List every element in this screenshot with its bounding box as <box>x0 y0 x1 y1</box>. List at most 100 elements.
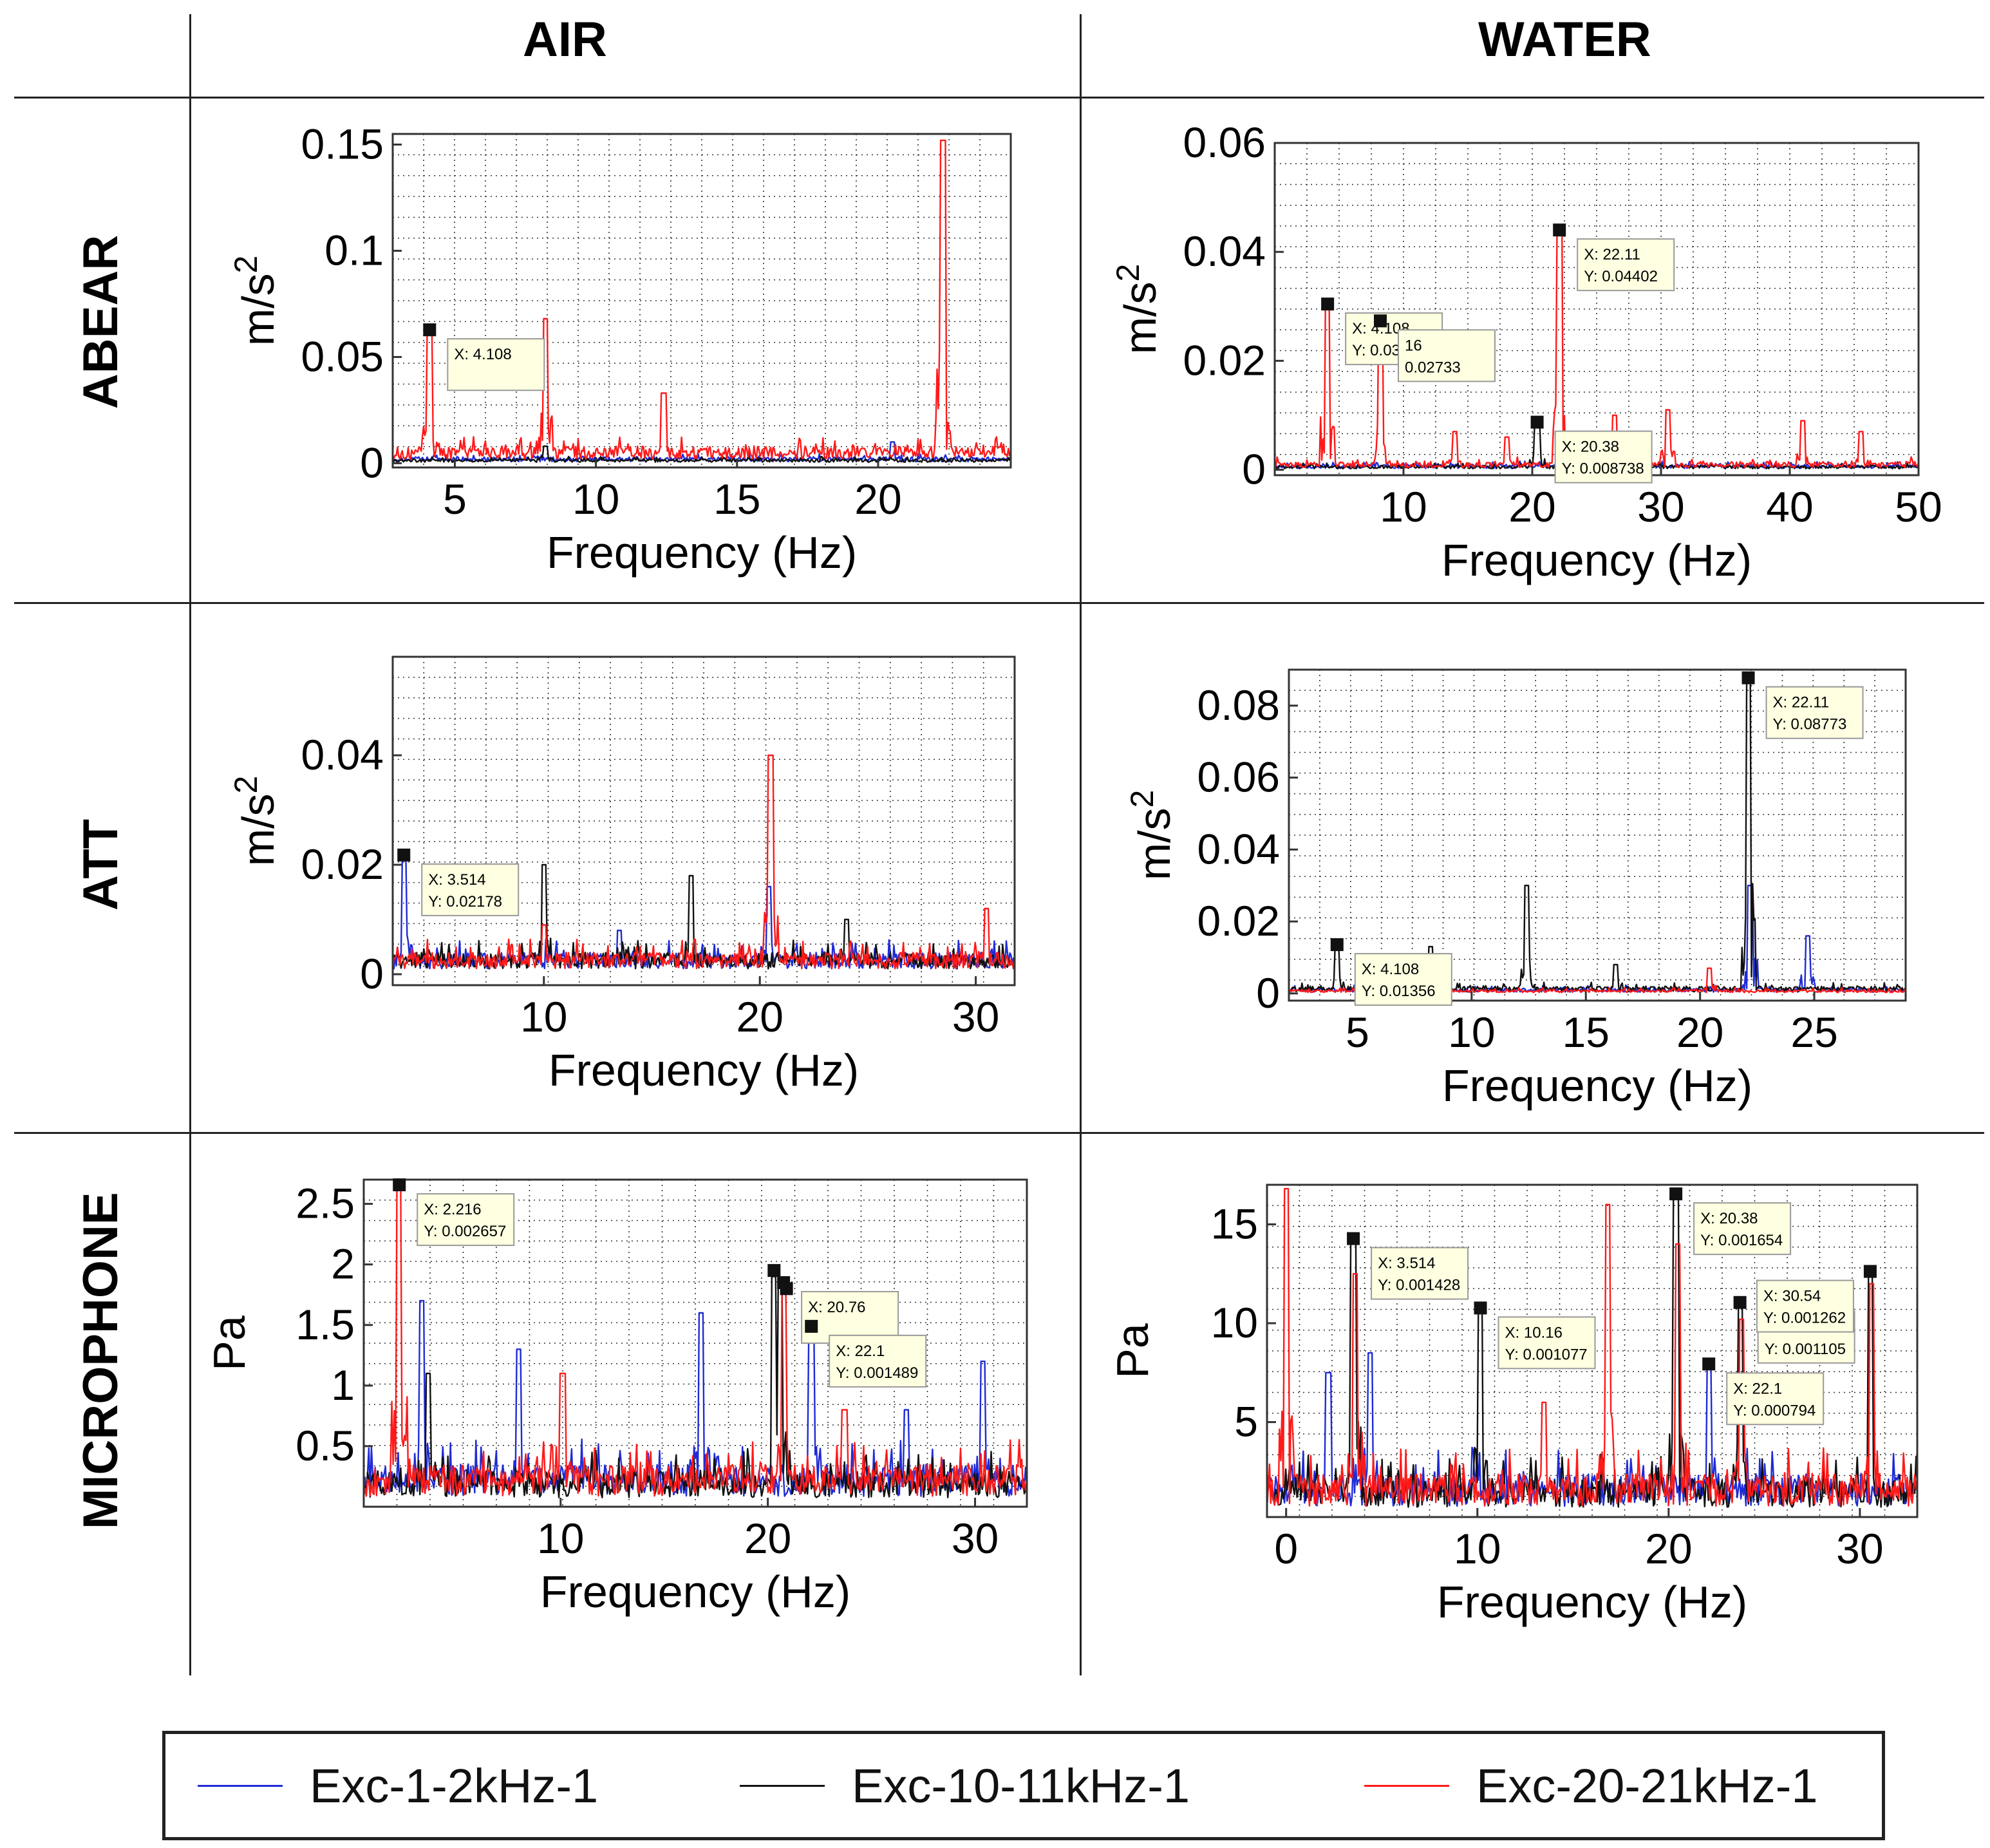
axes-frame <box>1288 668 1907 1002</box>
datatip-x: X: 22.11 <box>1773 694 1830 712</box>
datatip-x: X: 2.216 <box>424 1201 481 1218</box>
y-tick-label: 0.06 <box>1183 118 1266 166</box>
x-axis-label: Frequency (Hz) <box>549 1045 859 1095</box>
x-tick-label: 40 <box>1766 483 1813 531</box>
datatip-marker <box>1702 1357 1716 1371</box>
x-tick-label: 10 <box>1380 483 1427 531</box>
chart-mic-air: 10 20 30 0.5 1 1.5 2 2.5 Frequency (Hz) Pa X: 2.21… <box>204 1178 1028 1617</box>
series-black-trace <box>392 445 1011 463</box>
y-tick-label: 0.06 <box>1197 753 1280 801</box>
y-axis-label: m/s2 <box>228 256 283 346</box>
datatip-y: Y: 0.01356 <box>1362 983 1436 1000</box>
x-tick-label: 20 <box>1645 1525 1692 1572</box>
y-tick-label: 0 <box>1256 969 1280 1017</box>
chart-abear-air: 5 10 15 20 0 0.05 0.1 0.15 Frequency (Hz) m/s2 X: … <box>228 120 1012 578</box>
y-tick-label: 0.05 <box>301 332 384 380</box>
x-axis-label: Frequency (Hz) <box>1441 535 1752 585</box>
column-divider <box>1080 14 1082 1675</box>
y-tick-label: 0.5 <box>296 1422 355 1469</box>
datatip-y: Y: 0.02178 <box>428 893 502 910</box>
y-tick-label: 0.02 <box>1197 897 1280 945</box>
x-axis-label: Frequency (Hz) <box>540 1567 850 1617</box>
datatip-y: 0.02733 <box>1405 359 1461 376</box>
legend-swatch-red <box>1364 1784 1449 1787</box>
y-axis-label-superscript: 2 <box>228 256 264 274</box>
x-tick-label: 25 <box>1790 1008 1837 1056</box>
y-axis-label-superscript: 2 <box>1110 264 1146 282</box>
datatip-y: Y: 0.002657 <box>424 1223 506 1240</box>
chart-mic-water: 0 10 20 30 5 10 15 Frequency (Hz) Pa X: 3.514 Y: 0… <box>1107 1183 1919 1627</box>
x-tick-label: 20 <box>854 475 901 523</box>
y-tick-label: 5 <box>1234 1398 1258 1446</box>
datatip-marker <box>1863 1265 1877 1278</box>
y-tick-label: 0.02 <box>301 840 384 888</box>
datatip-box <box>1693 1202 1792 1256</box>
y-tick-label: 1.5 <box>296 1301 355 1348</box>
y-axis-label-superscript: 2 <box>228 776 264 794</box>
datatip-y: Y: 0.001654 <box>1700 1232 1783 1249</box>
series-red-trace <box>391 754 1016 970</box>
y-axis-label: m/s2 <box>1124 790 1179 881</box>
datatip-box <box>1756 1279 1854 1333</box>
y-axis-label-superscript: 2 <box>1124 790 1160 808</box>
datatip-marker <box>1530 415 1544 429</box>
y-tick-label: 0.1 <box>324 226 384 274</box>
datatip-marker <box>780 1282 793 1296</box>
datatip-x: X: 3.514 <box>428 871 485 889</box>
y-axis-label: m/s2 <box>228 776 283 867</box>
datatip-marker <box>1741 671 1755 684</box>
chart-att-water: 5 10 15 20 25 0 0.02 0.04 0.06 0.08 Frequency (Hz)… <box>1124 668 1907 1111</box>
y-tick-label: 0.15 <box>301 120 384 167</box>
datatip-marker <box>1553 223 1566 237</box>
datatip-box <box>1765 686 1864 739</box>
datatip-x: X: 30.54 <box>1763 1288 1821 1305</box>
header-divider <box>14 97 1984 99</box>
datatip-marker <box>1330 938 1344 952</box>
datatip-y: Y: 0.04402 <box>1584 268 1658 285</box>
datatip-marker <box>767 1264 781 1278</box>
datatip-marker <box>397 848 411 862</box>
y-tick-label: 10 <box>1211 1299 1258 1346</box>
datatip-x: X: 4.108 <box>454 346 511 363</box>
y-tick-label: 1 <box>331 1361 355 1409</box>
legend-item-black: Exc-10-11kHz-1 <box>740 1734 1190 1837</box>
y-axis-label: Pa <box>204 1315 254 1371</box>
datatip-x: X: 20.76 <box>808 1299 865 1316</box>
x-tick-label: 30 <box>952 993 999 1041</box>
datatip-marker <box>1733 1296 1747 1309</box>
y-tick-label: 0 <box>360 950 384 997</box>
header-water: WATER <box>1478 12 1651 67</box>
x-tick-label: 30 <box>1637 483 1684 531</box>
datatip-box <box>1554 430 1653 484</box>
datatip-marker <box>1374 314 1387 328</box>
datatip-box <box>417 1193 515 1247</box>
chart-abear-water: 10 20 30 40 50 0 0.02 0.04 0.06 Frequency (Hz) m/s… <box>1110 118 1942 585</box>
datatip-marker <box>1669 1187 1683 1201</box>
datatip-x: 16 <box>1405 337 1422 354</box>
x-tick-label: 0 <box>1274 1525 1298 1572</box>
datatip-x: X: 10.16 <box>1505 1324 1563 1341</box>
x-tick-label: 5 <box>1346 1008 1369 1056</box>
datatip-x: X: 20.38 <box>1700 1210 1758 1227</box>
axes-frame <box>362 1178 1028 1508</box>
datatip-x: X: 22.1 <box>1733 1380 1782 1397</box>
datatip-box <box>1354 953 1452 1006</box>
datatip-box <box>421 863 520 916</box>
legend-item-blue: Exc-1-2kHz-1 <box>198 1734 598 1837</box>
datatip-x: X: 4.108 <box>1362 961 1419 978</box>
legend-label-red: Exc-20-21kHz-1 <box>1476 1758 1818 1813</box>
datatip-y: Y: 0.001105 <box>1765 1341 1846 1358</box>
legend-item-red: Exc-20-21kHz-1 <box>1364 1734 1818 1837</box>
y-tick-label: 0.02 <box>1183 336 1266 384</box>
row-divider-1 <box>14 602 1984 604</box>
datatip-y: Y: 0.001262 <box>1763 1310 1846 1327</box>
x-tick-label: 5 <box>443 475 467 523</box>
datatip-marker <box>393 1178 406 1192</box>
legend-label-black: Exc-10-11kHz-1 <box>852 1758 1190 1813</box>
datatip-y: Y: 0.08773 <box>1773 716 1847 733</box>
axes-frame <box>391 133 1012 469</box>
series-red-trace <box>392 139 1011 460</box>
y-tick-label: 15 <box>1211 1200 1258 1247</box>
y-tick-label: 0 <box>360 438 384 486</box>
